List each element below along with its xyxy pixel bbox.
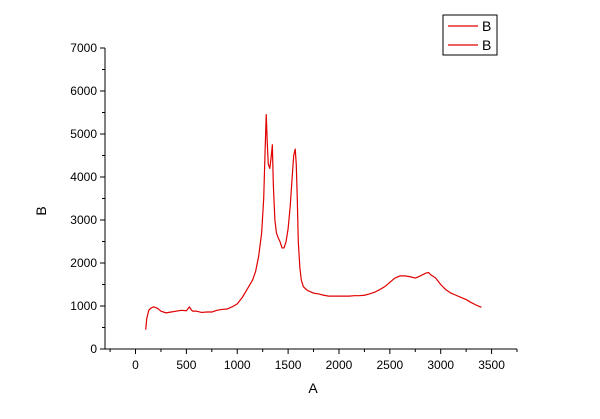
x-tick-label: 2000 [326, 358, 353, 372]
x-tick-label: 500 [176, 358, 196, 372]
legend-box [442, 14, 498, 56]
x-tick-label: 0 [132, 358, 139, 372]
y-tick-label: 2000 [70, 256, 97, 270]
y-axis-title: B [33, 206, 49, 215]
legend-label-1: B [482, 18, 491, 34]
y-tick-label: 3000 [70, 213, 97, 227]
x-tick-label: 3500 [478, 358, 505, 372]
y-axis: 0 1000 2000 3000 4000 5000 6000 7000 [70, 41, 105, 356]
plot-frame [104, 48, 517, 350]
y-tick-label: 4000 [70, 170, 97, 184]
y-tick-label: 1000 [70, 299, 97, 313]
x-tick-label: 1000 [224, 358, 251, 372]
x-axis-title: A [308, 380, 318, 396]
x-tick-label: 2500 [376, 358, 403, 372]
y-tick-label: 5000 [70, 127, 97, 141]
legend: B B [442, 14, 498, 56]
x-tick-label: 1500 [275, 358, 302, 372]
x-tick-label: 3000 [427, 358, 454, 372]
series-layer [145, 114, 482, 330]
y-tick-label: 0 [90, 342, 97, 356]
y-tick-label: 7000 [70, 41, 97, 55]
series-line-1 [145, 114, 482, 330]
x-axis: 0 500 1000 1500 2000 2500 3000 3500 [109, 349, 518, 372]
legend-label-2: B [482, 37, 491, 53]
y-tick-label: 6000 [70, 84, 97, 98]
